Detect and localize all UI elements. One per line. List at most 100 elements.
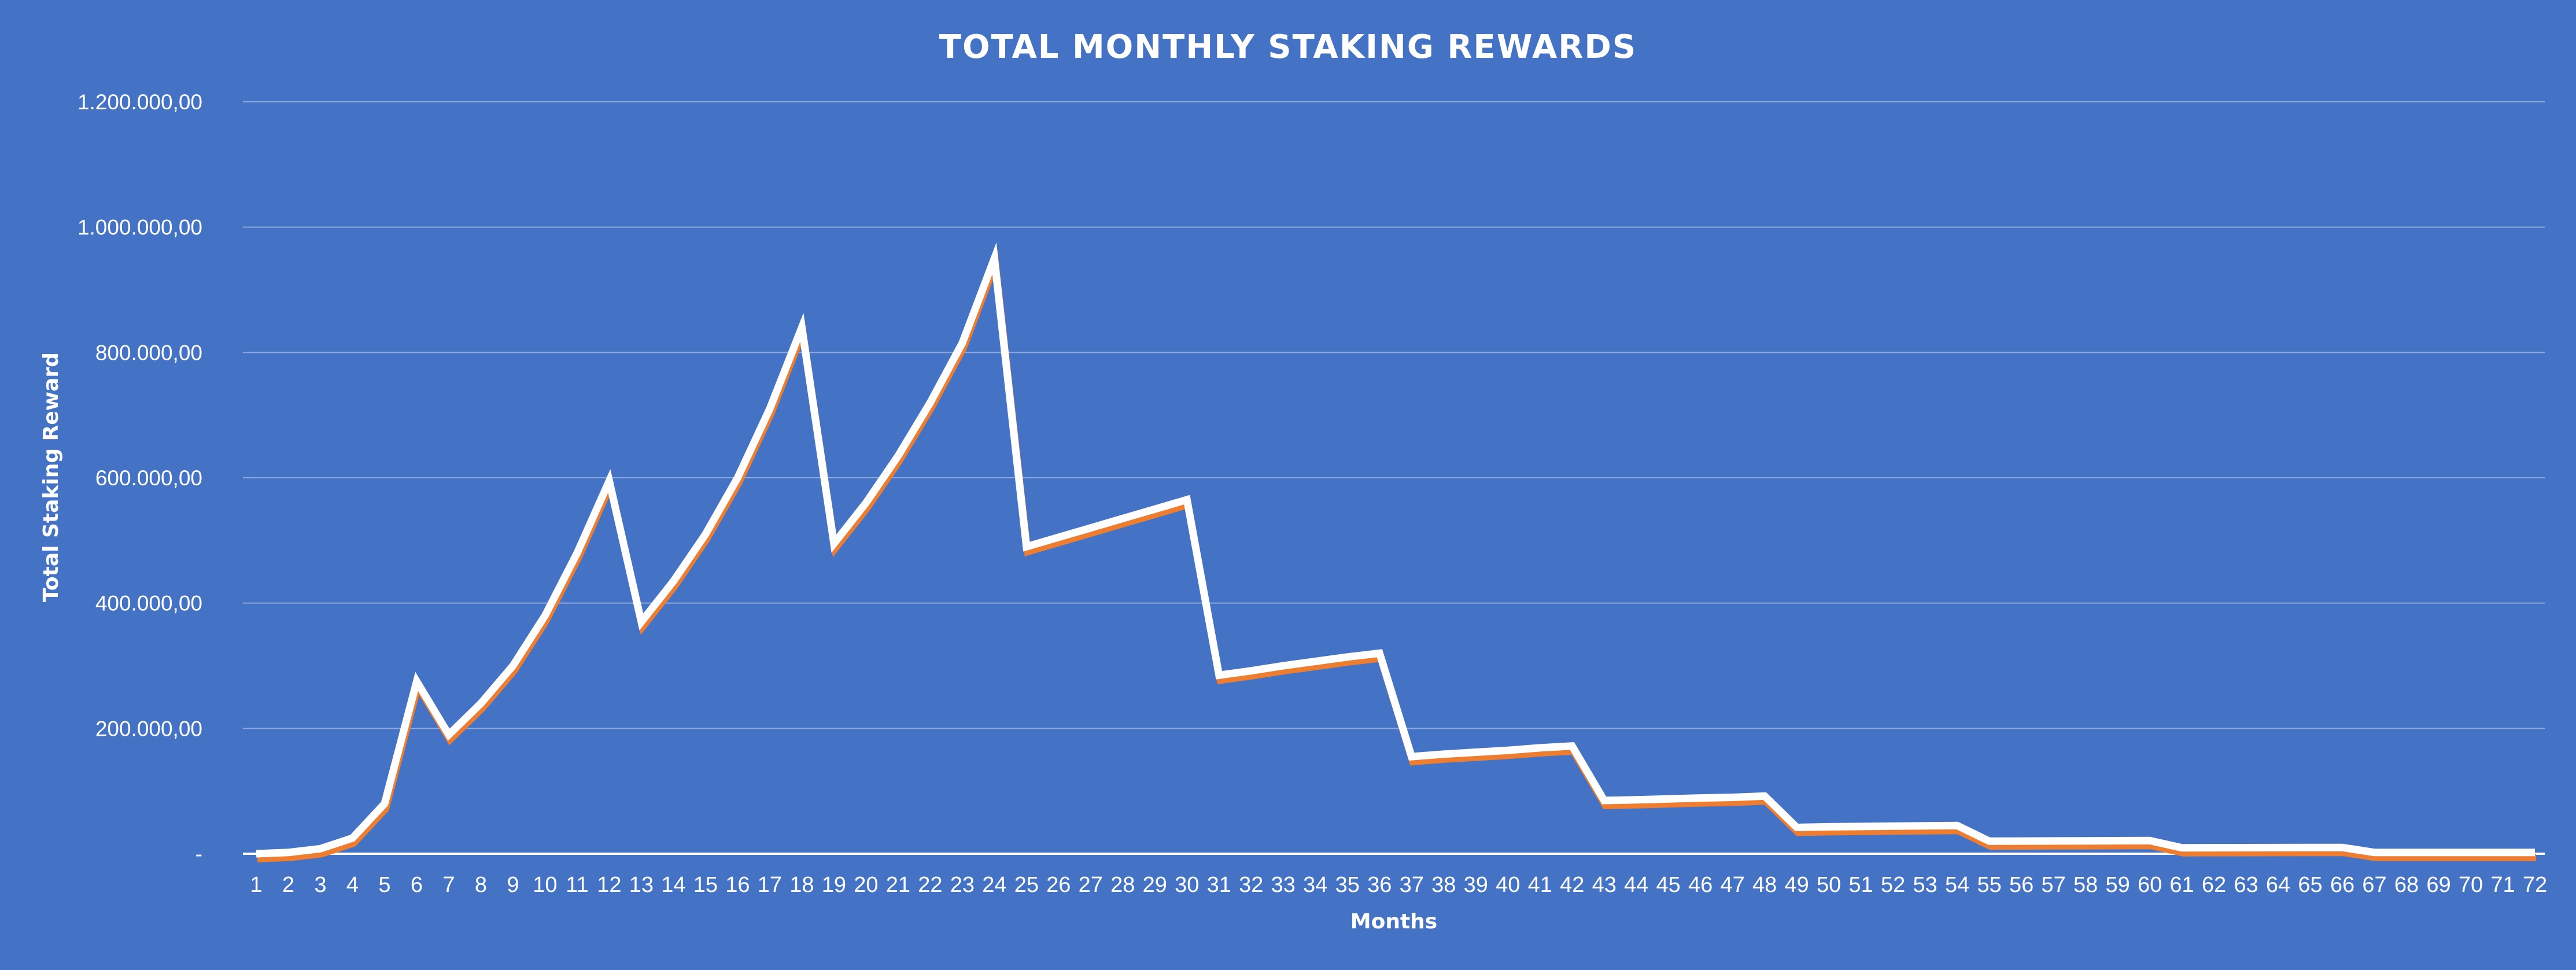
x-tick-label: 69 <box>2426 873 2450 897</box>
x-tick-label: 30 <box>1175 873 1199 897</box>
data-point <box>2182 847 2183 849</box>
data-point <box>320 848 321 849</box>
data-point <box>1154 508 1156 510</box>
data-point <box>1828 826 1829 827</box>
data-point <box>2149 840 2150 841</box>
x-tick-label: 67 <box>2362 873 2386 897</box>
data-point <box>2085 840 2086 842</box>
data-point <box>865 502 866 503</box>
x-tick-label: 10 <box>533 873 557 897</box>
data-point <box>512 665 514 666</box>
x-tick-label: 9 <box>507 873 519 897</box>
data-point <box>2534 852 2536 853</box>
data-point <box>1957 825 1958 826</box>
series-reward <box>256 242 2536 862</box>
y-tick-label: - <box>195 842 202 866</box>
x-tick-label: 14 <box>661 873 685 897</box>
x-tick-label: 71 <box>2490 873 2515 897</box>
data-point <box>1892 825 1894 827</box>
x-tick-label: 5 <box>378 873 390 897</box>
x-tick-label: 32 <box>1239 873 1263 897</box>
x-tick-label: 41 <box>1528 873 1552 897</box>
x-tick-label: 28 <box>1110 873 1135 897</box>
y-tick-label: 400.000,00 <box>95 592 202 615</box>
data-point <box>801 327 802 328</box>
x-tick-label: 52 <box>1881 873 1905 897</box>
x-tick-label: 62 <box>2202 873 2226 897</box>
data-point <box>1796 827 1798 828</box>
data-point <box>2021 840 2022 842</box>
x-tick-label: 49 <box>1785 873 1809 897</box>
data-point <box>1411 756 1412 757</box>
data-point <box>1925 825 1926 827</box>
data-point <box>1989 840 1990 842</box>
x-tick-label: 35 <box>1335 873 1360 897</box>
data-point <box>1668 798 1669 799</box>
x-tick-label: 36 <box>1367 873 1392 897</box>
x-tick-label: 54 <box>1945 873 1969 897</box>
data-point <box>448 734 449 735</box>
data-point <box>1700 798 1701 799</box>
data-point <box>2374 852 2375 853</box>
x-tick-label: 59 <box>2105 873 2130 897</box>
x-tick-label: 18 <box>789 873 814 897</box>
data-point <box>1507 750 1508 751</box>
x-tick-label: 7 <box>442 873 455 897</box>
x-tick-label: 60 <box>2138 873 2162 897</box>
data-point <box>1636 799 1637 801</box>
data-point <box>641 621 642 622</box>
x-tick-label: 58 <box>2073 873 2098 897</box>
data-point <box>544 615 545 616</box>
data-point <box>352 838 353 839</box>
data-point <box>480 703 481 704</box>
data-point <box>1764 795 1765 796</box>
x-tick-label: 19 <box>822 873 846 897</box>
drop-lines <box>287 258 2536 854</box>
data-point <box>833 543 835 544</box>
data-point <box>287 852 289 853</box>
data-point <box>737 477 738 478</box>
x-tick-label: 51 <box>1849 873 1873 897</box>
data-point <box>1540 747 1541 748</box>
data-point <box>2470 852 2471 853</box>
x-tick-label: 1 <box>250 873 262 897</box>
data-point <box>2310 847 2311 848</box>
x-tick-label: 23 <box>950 873 975 897</box>
data-point <box>2278 847 2279 848</box>
data-point <box>1219 674 1220 676</box>
data-point <box>929 402 931 403</box>
x-tick-label: 46 <box>1688 873 1713 897</box>
x-tick-label: 56 <box>2009 873 2034 897</box>
x-tick-label: 63 <box>2234 873 2258 897</box>
x-tick-label: 11 <box>566 873 588 897</box>
x-tick-label: 21 <box>886 873 910 897</box>
x-tick-label: 2 <box>282 873 294 897</box>
data-point <box>416 681 417 682</box>
x-tick-label: 64 <box>2266 873 2290 897</box>
x-tick-label: 27 <box>1079 873 1103 897</box>
x-tick-label: 38 <box>1431 873 1456 897</box>
data-point <box>673 581 674 582</box>
x-tick-label: 31 <box>1207 873 1231 897</box>
data-point <box>384 803 385 804</box>
data-point <box>1571 746 1573 747</box>
x-tick-label: 47 <box>1721 873 1745 897</box>
x-tick-label: 17 <box>758 873 782 897</box>
x-tick-label: 39 <box>1464 873 1488 897</box>
data-point <box>2342 847 2343 848</box>
x-tick-label: 40 <box>1496 873 1520 897</box>
data-point <box>2503 852 2504 853</box>
x-tick-label: 34 <box>1303 873 1327 897</box>
x-tick-label: 24 <box>982 873 1006 897</box>
chart-title: TOTAL MONTHLY STAKING REWARDS <box>939 28 1637 66</box>
data-point <box>1122 518 1123 519</box>
x-tick-label: 57 <box>2041 873 2065 897</box>
x-tick-label: 22 <box>918 873 942 897</box>
x-tick-label: 42 <box>1560 873 1584 897</box>
x-tick-label: 20 <box>854 873 878 897</box>
x-tick-label: 70 <box>2459 873 2483 897</box>
x-tick-label: 25 <box>1014 873 1039 897</box>
data-point <box>769 408 770 410</box>
data-point <box>1283 665 1284 666</box>
